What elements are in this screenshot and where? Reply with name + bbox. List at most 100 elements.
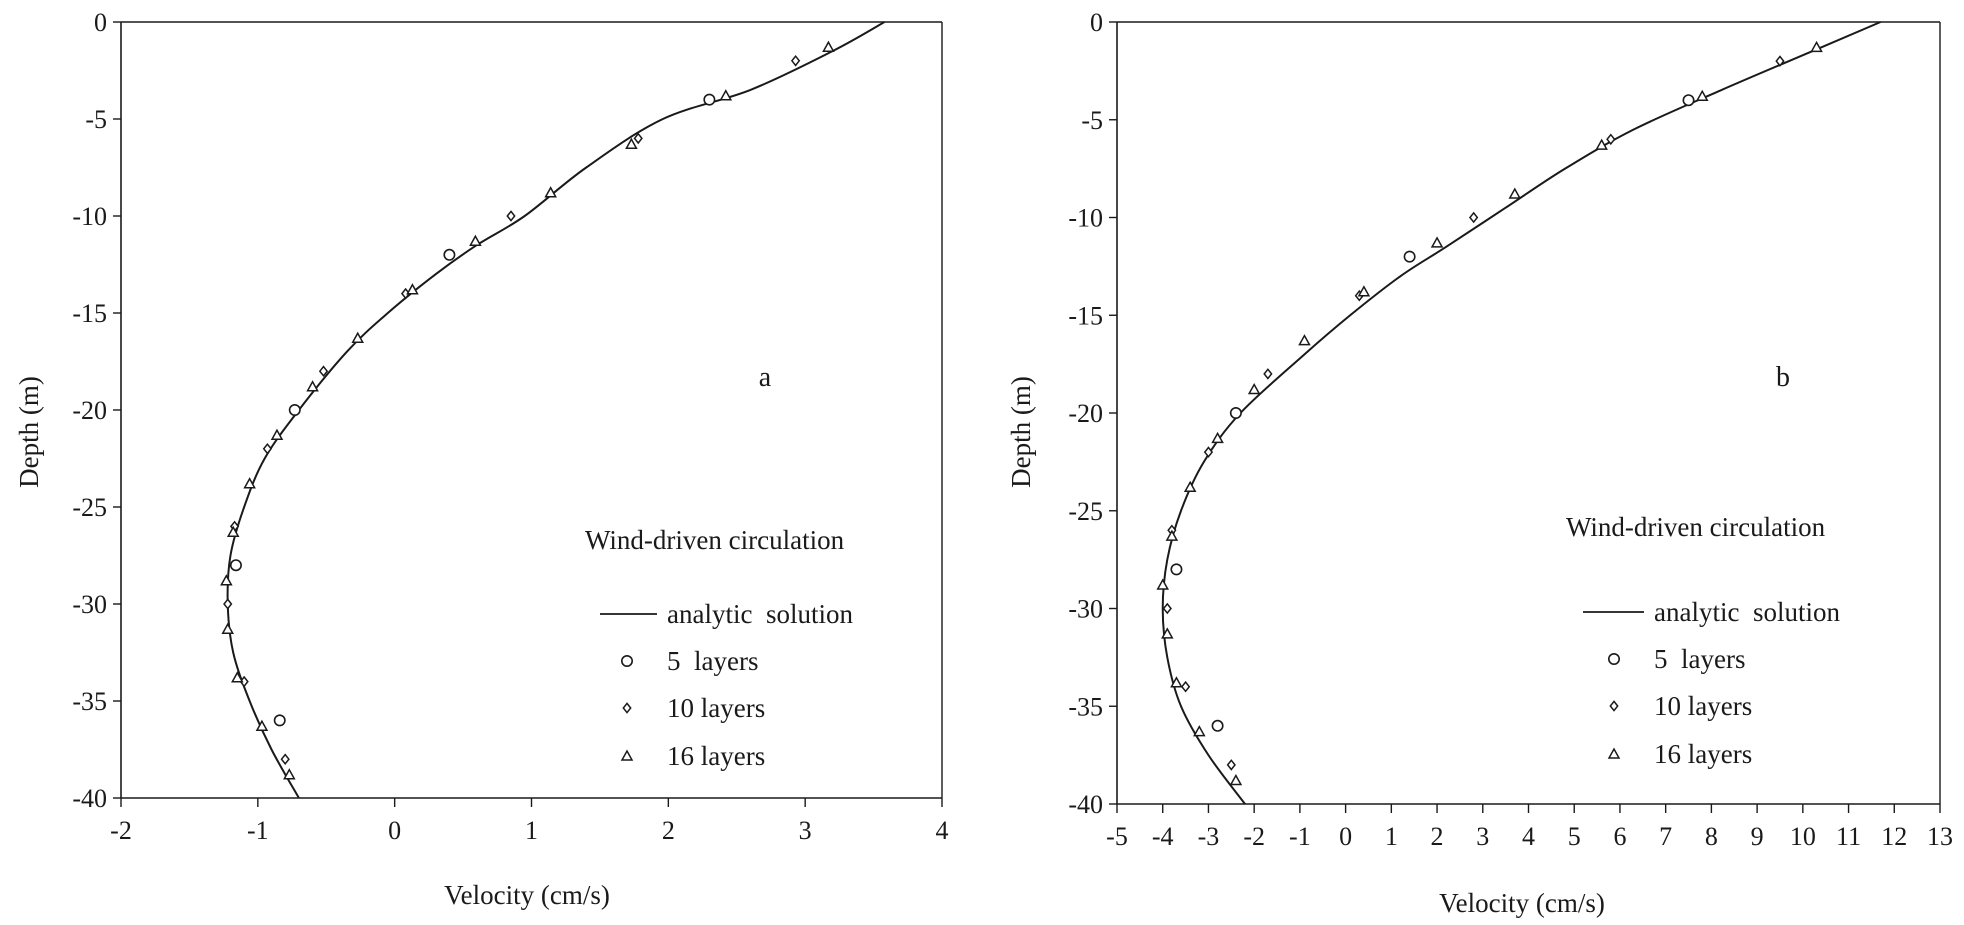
- circle-data-point: [1682, 94, 1695, 107]
- diamond-data-point: [223, 598, 233, 610]
- circle-data-point: [273, 714, 286, 727]
- circle-data-point: [229, 559, 242, 572]
- triangle-data-point: [1430, 236, 1444, 248]
- diamond-data-point: [1775, 55, 1785, 67]
- legend-entry-10-layers-b: 10 layers: [1654, 691, 1752, 721]
- triangle-data-point: [406, 283, 419, 295]
- y-tick-label: -25: [72, 493, 107, 522]
- diamond-data-point: [1468, 211, 1479, 224]
- x-tick-label: 3: [799, 816, 812, 845]
- triangle-data-point: [1357, 285, 1371, 297]
- legend-a: Wind-driven circulation analytic solutio…: [585, 525, 853, 771]
- x-tick-label: -1: [1289, 822, 1311, 851]
- legend-entry-16-layers-b: 16 layers: [1654, 739, 1752, 769]
- triangle-data-point: [1229, 773, 1243, 786]
- circle-data-point: [1170, 563, 1183, 576]
- legend-title-b: Wind-driven circulation: [1566, 512, 1826, 542]
- x-tick-label: 0: [388, 816, 401, 845]
- y-tick-label: -30: [72, 590, 107, 619]
- y-axis-label-b: Depth (m): [1006, 376, 1036, 488]
- y-tick-label: -35: [1068, 692, 1103, 721]
- panel-label-a: a: [759, 362, 772, 393]
- legend-triangle-symbol: [620, 749, 634, 761]
- y-tick-label: -35: [72, 687, 107, 716]
- triangle-data-point: [231, 671, 244, 683]
- legend-circle-symbol: [1608, 652, 1621, 665]
- y-tick-label: -25: [1068, 497, 1103, 526]
- triangle-data-point: [351, 331, 364, 343]
- legend-triangle-symbol: [1607, 747, 1621, 759]
- x-tick-label: 11: [1836, 822, 1861, 851]
- x-axis-label-a: Velocity (cm/s): [444, 880, 610, 910]
- circle-data-point: [1229, 406, 1242, 419]
- triangle-data-point: [220, 574, 233, 586]
- triangle-data-point: [221, 622, 235, 634]
- legend-entry-16-layers-a: 16 layers: [667, 741, 765, 771]
- triangle-data-point: [1247, 382, 1261, 395]
- analytic-solution-curve: [1161, 21, 1881, 805]
- y-tick-label: -30: [1068, 595, 1103, 624]
- triangle-data-point: [544, 186, 557, 198]
- triangle-data-point: [306, 380, 319, 392]
- x-tick-label: 13: [1927, 822, 1953, 851]
- triangle-data-point: [255, 719, 269, 731]
- triangle-data-point: [270, 428, 284, 440]
- triangle-data-point: [1298, 334, 1311, 346]
- tick-labels-b: 0-5-10-15-20-25-30-35-40-5 -4 -3 -2 -1 0 1 2 3 4 5…: [1068, 8, 1953, 851]
- tick-labels-a: 0-5-10-15-20-25-30-35-40-2 -1 0 1 2 3 4: [72, 8, 948, 845]
- y-tick-label: -20: [1068, 399, 1103, 428]
- y-axis-label-a: Depth (m): [14, 376, 44, 488]
- x-tick-label: 2: [1431, 822, 1444, 851]
- legend-entry-5-layers-a: 5 layers: [667, 646, 758, 676]
- x-tick-label: 12: [1881, 822, 1907, 851]
- y-tick-label: -5: [1081, 106, 1103, 135]
- y-tick-label: -15: [72, 299, 107, 328]
- triangle-data-point: [1211, 431, 1224, 444]
- x-tick-label: 9: [1751, 822, 1764, 851]
- circle-data-point: [1403, 250, 1416, 263]
- data-series-a: [220, 21, 886, 799]
- legend-entry-analytic-a: analytic solution: [667, 599, 853, 629]
- y-tick-label: -40: [1068, 790, 1103, 819]
- y-tick-label: -10: [72, 202, 107, 231]
- x-tick-label: 1: [525, 816, 538, 845]
- x-tick-label: -1: [247, 816, 269, 845]
- x-tick-label: -2: [1243, 822, 1265, 851]
- diamond-data-point: [790, 54, 801, 67]
- circle-data-point: [703, 93, 716, 106]
- legend-diamond-marker-b: [1609, 700, 1619, 712]
- legend-entry-analytic-b: analytic solution: [1654, 597, 1840, 627]
- diamond-data-point: [1180, 680, 1191, 693]
- diamond-data-point: [1226, 759, 1236, 771]
- triangle-data-point: [243, 477, 256, 489]
- legend-triangle-marker-b: [1607, 747, 1621, 759]
- triangle-data-point: [822, 40, 835, 52]
- x-tick-label: 1: [1385, 822, 1398, 851]
- x-tick-label: 8: [1705, 822, 1718, 851]
- triangle-data-point: [1165, 529, 1179, 541]
- data-series-b: [1156, 21, 1881, 805]
- circle-data-point: [443, 248, 456, 261]
- diamond-data-point: [262, 442, 273, 455]
- triangle-data-point: [1161, 627, 1174, 639]
- legend-entry-10-layers-a: 10 layers: [667, 693, 765, 723]
- legend-circle-marker-b: [1608, 652, 1621, 665]
- x-axis-label-b: Velocity (cm/s): [1439, 888, 1605, 918]
- x-tick-label: 2: [662, 816, 675, 845]
- panel-label-b: b: [1776, 362, 1790, 393]
- triangle-data-point: [1695, 89, 1709, 102]
- x-tick-label: -3: [1198, 822, 1220, 851]
- triangle-data-point: [226, 525, 240, 537]
- x-tick-label: -4: [1152, 822, 1174, 851]
- x-tick-label: 0: [1339, 822, 1352, 851]
- triangle-data-point: [1508, 187, 1522, 199]
- x-tick-label: -2: [110, 816, 132, 845]
- legend-circle-marker-a: [620, 654, 633, 667]
- diamond-data-point: [1203, 446, 1214, 458]
- x-tick-label: 4: [1522, 822, 1535, 851]
- y-tick-label: -20: [72, 396, 107, 425]
- x-tick-label: -5: [1106, 822, 1128, 851]
- legend-triangle-marker-a: [620, 749, 634, 761]
- x-tick-label: 7: [1659, 822, 1672, 851]
- diamond-data-point: [1606, 133, 1616, 146]
